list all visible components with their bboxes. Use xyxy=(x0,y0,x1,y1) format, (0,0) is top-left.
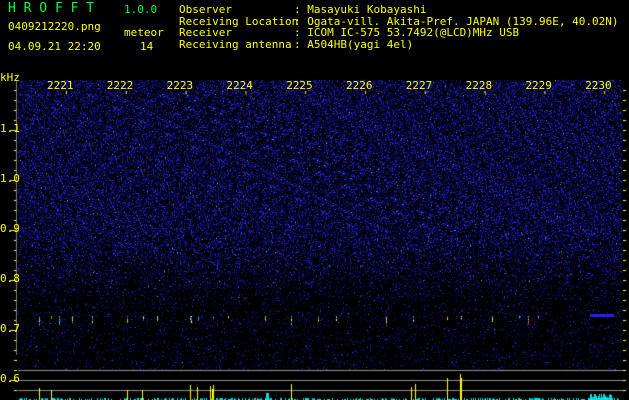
y-axis-label: kHz xyxy=(0,71,20,84)
info-label: Receiver xyxy=(179,26,232,39)
y-tick-label: 1.0 xyxy=(0,172,20,185)
y-tick-label: 0.9 xyxy=(0,222,20,235)
info-value: : ICOM IC-575 53.7492(@LCD)MHz USB xyxy=(294,26,520,39)
x-tick-label: 2221 xyxy=(47,79,74,92)
x-tick-label: 2230 xyxy=(585,79,612,92)
info-label: Receiving Location xyxy=(179,14,299,28)
x-tick-label: 2224 xyxy=(226,79,253,92)
y-tick-label: 0.7 xyxy=(0,322,20,335)
app-title: H R O F F T xyxy=(8,1,95,16)
meteor-count: 14 xyxy=(140,40,154,53)
info-value: : Masayuki Kobayashi xyxy=(294,3,427,16)
x-tick-label: 2228 xyxy=(465,79,493,92)
y-tick-label: 1.1 xyxy=(0,122,20,135)
meteor-label: meteor xyxy=(124,26,164,39)
x-tick-label: 2229 xyxy=(525,79,552,92)
y-tick-label: 0.8 xyxy=(0,272,20,285)
x-tick-label: 2226 xyxy=(346,79,373,92)
filename: 0409212220.png xyxy=(8,20,101,33)
info-value: : A504HB(yagi 4el) xyxy=(294,37,414,51)
y-tick-label: 0.6 xyxy=(0,372,20,385)
info-label: Receiving antenna xyxy=(179,37,292,51)
datetime: 04.09.21 22:20 xyxy=(8,40,101,53)
x-tick-label: 2223 xyxy=(166,79,194,92)
info-value: : Ogata-vill. Akita-Pref. JAPAN (139.96E… xyxy=(294,14,619,28)
x-tick-label: 2225 xyxy=(286,79,313,92)
x-tick-label: 2227 xyxy=(405,79,433,92)
app-version: 1.0.0 xyxy=(124,3,158,16)
x-tick-label: 2222 xyxy=(106,79,134,92)
info-label: Observer xyxy=(179,3,232,16)
